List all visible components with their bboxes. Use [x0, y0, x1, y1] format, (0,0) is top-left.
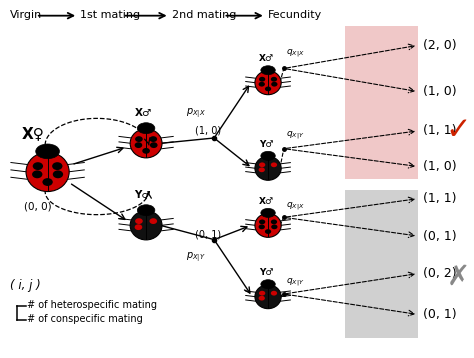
Text: $q_{X|Y}$: $q_{X|Y}$: [286, 130, 304, 142]
Text: (1, 0): (1, 0): [423, 85, 456, 98]
Circle shape: [135, 224, 142, 230]
Text: X♂: X♂: [259, 197, 274, 205]
Circle shape: [149, 136, 157, 142]
Text: ✓: ✓: [445, 116, 471, 145]
Circle shape: [32, 170, 42, 178]
Ellipse shape: [261, 151, 275, 160]
Ellipse shape: [255, 71, 281, 95]
Circle shape: [265, 229, 271, 234]
Circle shape: [259, 77, 265, 82]
Ellipse shape: [261, 280, 275, 289]
FancyBboxPatch shape: [346, 26, 418, 179]
Text: (0, 1): (0, 1): [423, 308, 456, 321]
Circle shape: [53, 170, 63, 178]
Circle shape: [42, 178, 53, 186]
Circle shape: [259, 224, 265, 229]
Text: X♀: X♀: [22, 127, 45, 141]
Text: Virgin: Virgin: [10, 10, 42, 20]
Circle shape: [271, 224, 277, 229]
Circle shape: [259, 219, 265, 224]
Ellipse shape: [36, 144, 59, 159]
Circle shape: [271, 219, 277, 224]
Circle shape: [149, 218, 157, 224]
Circle shape: [259, 291, 265, 296]
Ellipse shape: [255, 156, 281, 180]
Circle shape: [259, 82, 265, 87]
Ellipse shape: [137, 205, 155, 216]
Circle shape: [265, 87, 271, 91]
Text: Y♂: Y♂: [134, 190, 151, 200]
Text: X♂: X♂: [134, 108, 152, 118]
Circle shape: [135, 218, 143, 224]
Text: $p_{X|X}$: $p_{X|X}$: [186, 106, 206, 120]
Circle shape: [259, 163, 265, 167]
Circle shape: [33, 162, 43, 170]
Circle shape: [52, 162, 63, 170]
Circle shape: [135, 142, 142, 148]
Text: (0, 0): (0, 0): [24, 201, 52, 211]
Circle shape: [259, 168, 265, 172]
Ellipse shape: [261, 208, 275, 217]
Ellipse shape: [255, 213, 281, 237]
Ellipse shape: [261, 66, 275, 75]
Circle shape: [271, 291, 277, 296]
Text: (0, 1): (0, 1): [195, 229, 221, 239]
Text: 2nd mating: 2nd mating: [172, 10, 236, 20]
Circle shape: [150, 142, 157, 148]
Circle shape: [271, 82, 277, 87]
Ellipse shape: [255, 285, 281, 309]
Text: ✗: ✗: [447, 263, 470, 291]
Text: # of conspecific mating: # of conspecific mating: [27, 314, 143, 324]
Circle shape: [259, 296, 265, 301]
Circle shape: [142, 148, 150, 154]
Circle shape: [271, 77, 277, 82]
Text: (1, 0): (1, 0): [195, 126, 221, 136]
Text: (1, 1): (1, 1): [423, 124, 456, 137]
Text: # of heterospecific mating: # of heterospecific mating: [27, 300, 157, 310]
Text: (1, 0): (1, 0): [423, 160, 456, 173]
Text: Y♂: Y♂: [259, 268, 273, 277]
Text: $q_{X|X}$: $q_{X|X}$: [286, 200, 304, 213]
Text: $p_{X|Y}$: $p_{X|Y}$: [186, 251, 206, 264]
Circle shape: [135, 136, 143, 142]
Text: 1st mating: 1st mating: [81, 10, 141, 20]
Text: $q_{X|Y}$: $q_{X|Y}$: [286, 277, 304, 289]
Text: $q_{X|X}$: $q_{X|X}$: [286, 48, 304, 60]
Text: (2, 0): (2, 0): [423, 39, 456, 52]
Circle shape: [271, 163, 277, 167]
Ellipse shape: [130, 211, 162, 240]
Text: (0, 2): (0, 2): [423, 267, 456, 280]
Ellipse shape: [130, 129, 162, 158]
Text: (0, 1): (0, 1): [423, 229, 456, 243]
Ellipse shape: [137, 123, 155, 134]
FancyBboxPatch shape: [346, 190, 418, 338]
Ellipse shape: [26, 152, 69, 192]
Text: Fecundity: Fecundity: [268, 10, 322, 20]
Text: Y♂: Y♂: [259, 140, 273, 149]
Text: ( i, j ): ( i, j ): [10, 280, 41, 292]
Text: (1, 1): (1, 1): [423, 192, 456, 205]
Text: X♂: X♂: [259, 54, 274, 63]
